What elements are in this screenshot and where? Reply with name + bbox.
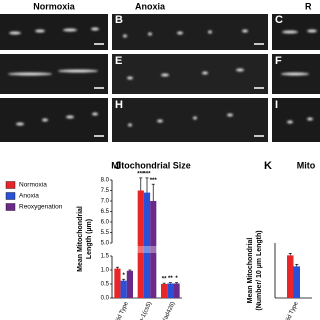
bar	[161, 284, 168, 298]
micrograph	[112, 98, 268, 142]
y-axis-label: Mean Mitochondrial	[77, 206, 84, 272]
panel-label: C	[275, 14, 283, 26]
error-bar	[162, 282, 166, 284]
y-tick-label: 6.5	[101, 209, 110, 215]
y-axis-label: Length (µm)	[86, 219, 93, 259]
legend-swatch	[5, 203, 16, 211]
error-bar	[145, 177, 149, 193]
y-tick-label: 5.5	[101, 230, 110, 236]
error-bar	[288, 252, 292, 256]
panel-label: I	[275, 99, 278, 111]
chart-title: Mitochondrial Size	[111, 160, 191, 170]
significance: *	[122, 273, 125, 279]
condition-label: Anoxia	[135, 1, 166, 11]
legend-label: Anoxia	[19, 193, 39, 200]
significance: ***	[143, 171, 151, 177]
bar	[150, 201, 157, 298]
legend-label: Normoxia	[19, 182, 47, 189]
panel-label: J	[115, 160, 121, 172]
bar	[137, 190, 144, 298]
y-tick-label: 7.5	[101, 188, 110, 194]
micrograph	[272, 98, 320, 142]
bar	[287, 255, 294, 298]
condition-label: Normoxia	[33, 1, 76, 11]
significance: ***	[137, 171, 145, 177]
significance: *	[175, 276, 178, 282]
micrograph	[112, 14, 268, 50]
error-bar	[139, 177, 143, 191]
x-tick-label: drp-1(cs5)	[136, 301, 153, 320]
x-tick-label: Wild Type	[113, 300, 130, 320]
error-bar	[295, 263, 299, 267]
error-bar	[128, 269, 132, 271]
bar	[173, 283, 180, 298]
micrographs: Normoxia Anoxia R B C E F H I	[0, 1, 320, 142]
micrograph	[0, 98, 108, 142]
axis-break	[109, 246, 182, 253]
x-tick-label: Wild Type	[283, 300, 300, 320]
micrograph	[112, 54, 268, 94]
y-tick-label: 1.0	[101, 268, 110, 274]
legend-label: Reoxygenation	[19, 204, 63, 211]
bar	[126, 270, 133, 298]
legend-swatch	[5, 181, 16, 189]
panel-label: H	[115, 99, 123, 111]
error-bar	[151, 183, 155, 201]
chart-title: Mito	[297, 160, 316, 170]
bar	[114, 268, 121, 298]
error-bar	[168, 282, 172, 284]
y-tick-label: 7.0	[101, 199, 110, 205]
bar	[120, 280, 127, 298]
error-bar	[122, 278, 126, 281]
bar	[293, 266, 300, 298]
y-tick-label: 1.5	[101, 254, 110, 260]
y-tick-label: 6.0	[101, 220, 110, 226]
legend-swatch	[5, 192, 16, 200]
significance: **	[162, 277, 167, 283]
scale-bars	[94, 43, 264, 137]
significance: ***	[150, 178, 158, 184]
bar	[143, 192, 151, 298]
error-bar	[115, 266, 119, 269]
y-tick-label: 0.5	[101, 282, 110, 288]
y-axis-label: (Number/ 10 µm Length)	[256, 230, 263, 310]
bar	[167, 283, 174, 298]
mitochondria	[8, 27, 317, 127]
x-tick-label: eat-3(ad426)	[157, 301, 177, 320]
y-tick-label: 0.0	[101, 296, 110, 302]
panel-label: F	[275, 55, 282, 67]
panel-label: B	[115, 14, 123, 26]
y-tick-label: 8.0	[101, 178, 110, 184]
y-axis-label: Mean Mitochondrial	[247, 238, 254, 304]
condition-label: R	[305, 1, 312, 11]
significance: **	[168, 276, 173, 282]
error-bar	[175, 282, 179, 284]
panel-label: E	[115, 55, 122, 67]
y-tick-label: 5.0	[101, 241, 110, 247]
panel-label: K	[264, 160, 272, 172]
